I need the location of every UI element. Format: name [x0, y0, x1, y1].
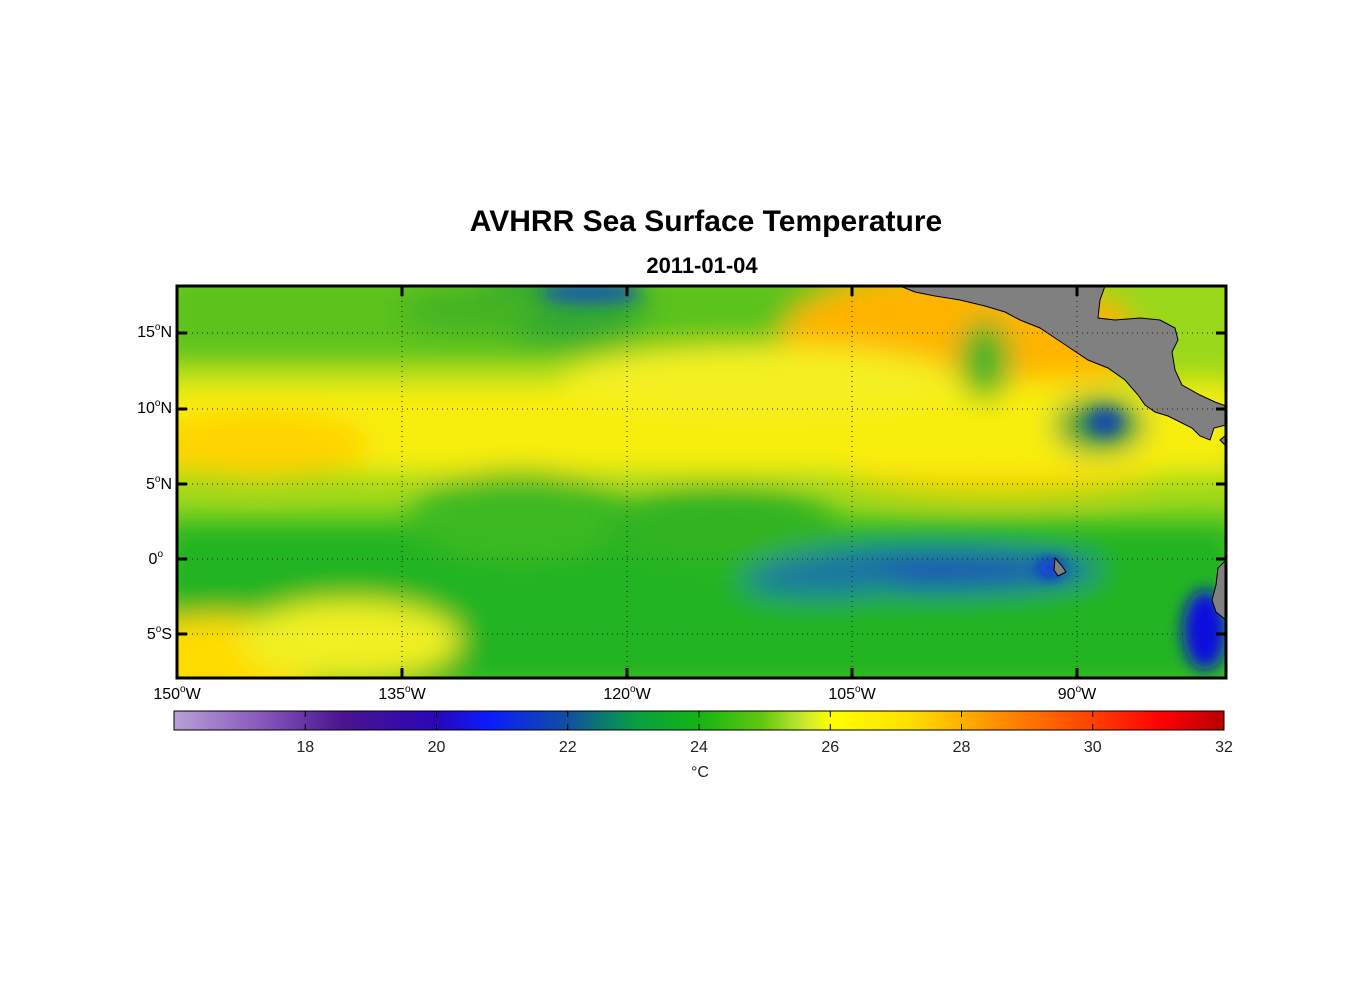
lon-label-135w: 135oW [378, 684, 426, 703]
colorbar-tick-label: 20 [427, 739, 446, 756]
map-frame [175, 284, 1228, 680]
lat-label-5s: 5oS [146, 624, 172, 643]
graticule [177, 286, 1226, 678]
lon-label-90w: 90oW [1057, 684, 1097, 703]
lat-label-5n: 5oN [145, 474, 172, 493]
colorbar-tick-label: 32 [1215, 739, 1233, 756]
lon-label-120w: 120oW [603, 684, 651, 703]
colorbar-unit: °C [691, 764, 709, 781]
colorbar-tick-label: 26 [821, 739, 840, 756]
lat-label-15n: 15oN [137, 322, 172, 341]
land-central-america [899, 286, 1226, 441]
colorbar-tick-label: 22 [558, 739, 577, 756]
lat-label-10n: 10oN [137, 398, 172, 417]
land-galapagos [1053, 556, 1067, 577]
lon-label-150w: 150oW [153, 684, 201, 703]
sst-field [177, 286, 1226, 678]
colorbar-ticks [304, 711, 1225, 730]
colorbar-tick-label: 24 [690, 739, 708, 756]
lat-label-0: 0o [148, 549, 163, 568]
land-south-america [1211, 559, 1226, 621]
colorbar-tick-label: 18 [296, 739, 315, 756]
colorbar-tick-label: 30 [1083, 739, 1102, 756]
map-date: 2011-01-04 [646, 253, 758, 278]
map-title: AVHRR Sea Surface Temperature [469, 205, 943, 238]
lon-label-105w: 105oW [828, 684, 876, 703]
colorbar-tick-label: 28 [952, 739, 971, 756]
frame-ticks [177, 286, 1226, 678]
